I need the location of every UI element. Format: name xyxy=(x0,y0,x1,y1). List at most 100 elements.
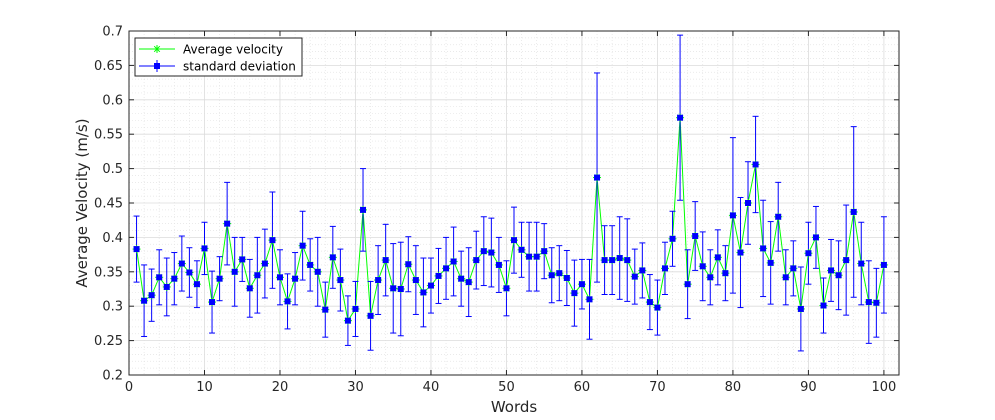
standard-deviation-point xyxy=(209,299,216,306)
standard-deviation-point xyxy=(239,256,246,263)
standard-deviation-point xyxy=(646,299,653,306)
x-tick-label: 40 xyxy=(423,380,440,395)
square-marker-icon xyxy=(154,63,160,69)
standard-deviation-point xyxy=(790,265,797,272)
y-axis-label: Average Velocity (m/s) xyxy=(73,118,91,287)
standard-deviation-point xyxy=(661,265,668,272)
standard-deviation-point xyxy=(533,253,540,260)
standard-deviation-point xyxy=(714,254,721,261)
x-tick-label: 70 xyxy=(649,380,666,395)
x-tick-label: 80 xyxy=(725,380,742,395)
standard-deviation-point xyxy=(148,292,155,299)
standard-deviation-point xyxy=(344,317,351,324)
standard-deviation-point xyxy=(488,249,495,256)
x-axis-label: Words xyxy=(491,398,538,416)
standard-deviation-point xyxy=(186,269,193,276)
average-velocity-line xyxy=(136,117,885,322)
standard-deviation-point xyxy=(775,213,782,220)
standard-deviation-point xyxy=(246,285,253,292)
standard-deviation-point xyxy=(156,274,163,281)
standard-deviation-point xyxy=(609,257,616,264)
standard-deviation-point xyxy=(601,257,608,264)
data-markers xyxy=(132,113,888,325)
x-tick-label: 90 xyxy=(800,380,817,395)
y-tick-label: 0.5 xyxy=(102,162,123,177)
standard-deviation-point xyxy=(193,281,200,288)
standard-deviation-point xyxy=(314,268,321,275)
standard-deviation-point xyxy=(360,206,367,213)
standard-deviation-point xyxy=(405,261,412,268)
y-tick-label: 0.4 xyxy=(102,231,123,246)
standard-deviation-point xyxy=(548,272,555,279)
standard-deviation-point xyxy=(873,299,880,306)
legend-label-standard-deviation: standard deviation xyxy=(183,60,296,74)
standard-deviation-point xyxy=(737,249,744,256)
x-tick-label: 20 xyxy=(272,380,289,395)
error-bars xyxy=(133,34,887,352)
standard-deviation-point xyxy=(805,250,812,257)
x-tick-label: 50 xyxy=(498,380,515,395)
standard-deviation-point xyxy=(337,277,344,284)
standard-deviation-point xyxy=(261,260,268,267)
standard-deviation-point xyxy=(367,312,374,319)
standard-deviation-point xyxy=(216,275,223,282)
y-tick-label: 0.2 xyxy=(102,369,123,384)
y-tick-label: 0.3 xyxy=(102,300,123,315)
standard-deviation-point xyxy=(835,272,842,279)
legend-box xyxy=(134,37,303,77)
standard-deviation-point xyxy=(412,277,419,284)
standard-deviation-point xyxy=(420,289,427,296)
y-tick-label: 0.55 xyxy=(94,128,123,143)
standard-deviation-point xyxy=(224,220,231,227)
standard-deviation-point xyxy=(767,259,774,266)
standard-deviation-point xyxy=(375,277,382,284)
standard-deviation-point xyxy=(843,257,850,264)
standard-deviation-point xyxy=(578,281,585,288)
standard-deviation-point xyxy=(284,298,291,305)
standard-deviation-point xyxy=(624,257,631,264)
standard-deviation-point xyxy=(390,285,397,292)
standard-deviation-point xyxy=(133,246,140,253)
axis-ticks: 0 10 20 30 40 50 60 70 80 90 100 0.2 0.25 0.3 0.35 0.4 0… xyxy=(94,25,899,395)
standard-deviation-point xyxy=(782,274,789,281)
x-tick-label: 100 xyxy=(871,380,896,395)
standard-deviation-point xyxy=(201,245,208,252)
x-tick-label: 10 xyxy=(196,380,213,395)
standard-deviation-point xyxy=(880,261,887,268)
standard-deviation-point xyxy=(828,267,835,274)
standard-deviation-point xyxy=(563,274,570,281)
standard-deviation-point xyxy=(382,257,389,264)
standard-deviation-point xyxy=(495,261,502,268)
legend: Average velocity standard deviation xyxy=(134,37,303,77)
standard-deviation-point xyxy=(707,274,714,281)
standard-deviation-point xyxy=(594,174,601,181)
standard-deviation-point xyxy=(269,237,276,244)
standard-deviation-point xyxy=(352,305,359,312)
standard-deviation-point xyxy=(511,237,517,244)
standard-deviation-point xyxy=(171,275,178,282)
y-tick-label: 0.25 xyxy=(94,334,123,349)
standard-deviation-point xyxy=(850,208,857,215)
standard-deviation-point xyxy=(616,255,623,262)
y-tick-label: 0.7 xyxy=(102,25,123,40)
asterisk-marker-icon xyxy=(153,45,161,53)
standard-deviation-point xyxy=(797,305,804,312)
y-tick-label: 0.35 xyxy=(94,265,123,280)
standard-deviation-point xyxy=(812,234,819,241)
standard-deviation-point xyxy=(231,268,238,275)
standard-deviation-point xyxy=(760,245,767,252)
standard-deviation-point xyxy=(292,275,299,282)
standard-deviation-point xyxy=(677,114,684,121)
standard-deviation-point xyxy=(427,282,434,289)
standard-deviation-point xyxy=(722,270,729,277)
standard-deviation-point xyxy=(865,299,872,306)
standard-deviation-point xyxy=(299,242,306,249)
standard-deviation-point xyxy=(473,257,480,264)
legend-label-average-velocity: Average velocity xyxy=(183,43,283,57)
standard-deviation-point xyxy=(503,285,510,292)
standard-deviation-point xyxy=(820,302,827,309)
average-velocity-series xyxy=(136,117,885,322)
x-tick-label: 30 xyxy=(347,380,364,395)
standard-deviation-point xyxy=(322,306,329,313)
standard-deviation-point xyxy=(571,290,578,297)
